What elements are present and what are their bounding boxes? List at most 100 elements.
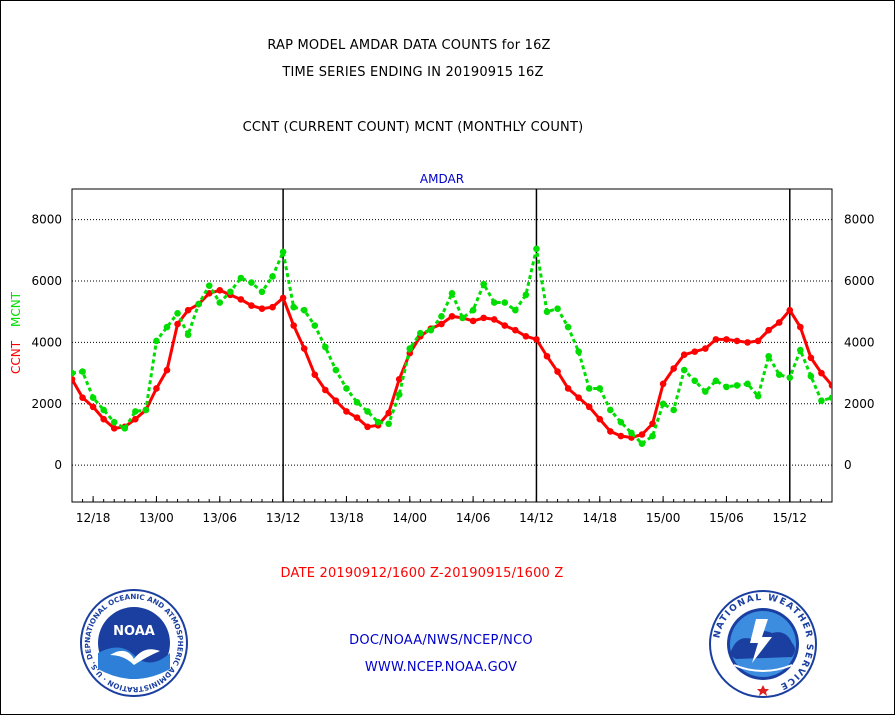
y-tick-label-right: 8000 — [844, 213, 875, 227]
data-point-ccnt — [448, 313, 456, 320]
data-point-ccnt — [807, 354, 815, 362]
data-point-mcnt — [818, 397, 825, 405]
data-point-ccnt — [343, 408, 350, 415]
data-point-mcnt — [248, 279, 255, 286]
data-point-ccnt — [797, 323, 804, 331]
data-point-mcnt — [163, 323, 171, 331]
data-point-mcnt — [533, 245, 540, 253]
data-point-mcnt — [680, 366, 688, 374]
data-point-mcnt — [395, 391, 403, 398]
data-point-mcnt — [353, 398, 361, 406]
data-point-mcnt — [205, 282, 213, 289]
data-point-mcnt — [385, 420, 392, 428]
data-point-mcnt — [448, 290, 456, 297]
data-point-ccnt — [490, 316, 498, 323]
nws-logo: NATIONAL WEATHER SERVICE — [709, 590, 817, 698]
y-tick-label-left: 4000 — [31, 335, 62, 349]
x-tick-label: 12/18 — [76, 511, 111, 525]
data-point-ccnt — [670, 365, 677, 372]
data-point-ccnt — [480, 314, 487, 322]
data-point-mcnt — [469, 306, 477, 314]
data-point-ccnt — [395, 375, 403, 383]
y-tick-label-left: 2000 — [31, 397, 62, 411]
data-point-mcnt — [110, 418, 118, 426]
series-ccnt — [72, 286, 832, 441]
data-point-ccnt — [72, 375, 76, 383]
data-point-mcnt — [290, 303, 297, 311]
data-point-ccnt — [554, 368, 561, 375]
data-point-ccnt — [617, 432, 625, 440]
data-point-mcnt — [132, 408, 139, 415]
data-point-mcnt — [279, 248, 287, 256]
data-point-ccnt — [300, 345, 308, 352]
x-tick-label: 13/06 — [202, 511, 237, 525]
data-point-mcnt — [417, 329, 424, 337]
data-point-ccnt — [680, 351, 688, 359]
x-tick-label: 14/12 — [519, 511, 554, 525]
y-tick-label-left: 6000 — [31, 274, 62, 288]
data-point-ccnt — [659, 380, 667, 388]
data-point-ccnt — [184, 306, 192, 314]
data-point-ccnt — [649, 420, 656, 428]
data-point-mcnt — [459, 314, 466, 322]
data-point-mcnt — [617, 418, 625, 426]
data-point-mcnt — [628, 429, 635, 437]
data-point-ccnt — [216, 286, 224, 294]
data-point-mcnt — [227, 288, 234, 296]
data-point-mcnt — [522, 291, 530, 299]
x-tick-label: 14/06 — [456, 511, 491, 525]
y-tick-label-right: 0 — [844, 458, 852, 472]
data-point-ccnt — [258, 305, 266, 312]
data-point-mcnt — [195, 300, 202, 308]
data-point-ccnt — [385, 409, 392, 417]
data-point-mcnt — [364, 408, 371, 415]
data-point-mcnt — [322, 343, 329, 351]
data-point-mcnt — [121, 425, 129, 432]
x-tick-label: 15/06 — [709, 511, 744, 525]
data-point-ccnt — [332, 397, 340, 405]
data-point-mcnt — [564, 323, 572, 331]
data-point-ccnt — [596, 415, 604, 423]
data-point-mcnt — [237, 274, 245, 282]
data-point-mcnt — [142, 406, 150, 414]
data-point-ccnt — [723, 336, 730, 343]
data-point-ccnt — [733, 337, 741, 345]
data-point-mcnt — [480, 280, 487, 288]
data-point-mcnt — [406, 345, 414, 352]
data-point-ccnt — [638, 431, 646, 438]
noaa-logo-text: NOAA — [113, 624, 155, 639]
data-point-ccnt — [786, 306, 794, 314]
data-point-mcnt — [438, 313, 445, 320]
data-point-ccnt — [311, 371, 319, 378]
data-point-mcnt — [575, 348, 582, 355]
data-point-mcnt — [596, 385, 604, 392]
data-point-mcnt — [712, 377, 720, 385]
x-tick-label: 13/12 — [266, 511, 301, 525]
data-point-ccnt — [322, 386, 329, 394]
data-point-ccnt — [163, 366, 171, 374]
data-point-mcnt — [786, 374, 794, 382]
data-point-ccnt — [754, 337, 762, 345]
data-point-mcnt — [79, 368, 86, 375]
data-point-mcnt — [269, 273, 276, 280]
data-point-mcnt — [691, 377, 699, 385]
data-point-ccnt — [279, 294, 287, 302]
data-point-ccnt — [237, 296, 245, 303]
data-point-ccnt — [585, 403, 593, 411]
website-label: WWW.NCEP.NOAA.GOV — [364, 660, 518, 675]
x-tick-label: 14/18 — [582, 511, 617, 525]
y-tick-label-right: 6000 — [844, 274, 875, 288]
data-point-mcnt — [585, 385, 593, 392]
y-axis-label-mcnt: MCNT — [9, 291, 23, 327]
data-point-ccnt — [575, 394, 582, 401]
data-point-mcnt — [723, 383, 730, 391]
plot-frame — [71, 188, 833, 503]
data-point-ccnt — [533, 336, 540, 343]
x-tick-label: 15/12 — [772, 511, 807, 525]
data-point-ccnt — [364, 423, 371, 431]
data-point-mcnt — [100, 406, 107, 414]
data-point-ccnt — [469, 317, 477, 325]
chart-title-line1: RAP MODEL AMDAR DATA COUNTS for 16Z — [267, 38, 551, 53]
data-point-mcnt — [775, 371, 783, 378]
data-point-ccnt — [290, 322, 297, 329]
